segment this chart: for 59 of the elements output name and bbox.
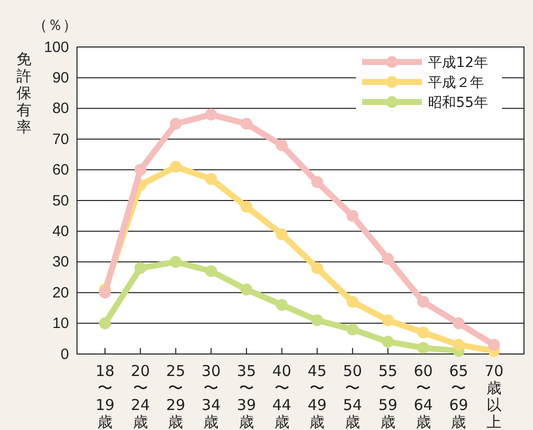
point <box>382 252 394 265</box>
y-tick-label: 20 <box>52 284 69 302</box>
point <box>311 176 324 188</box>
point <box>134 262 146 274</box>
x-tick-label: 65〜69歳 <box>449 362 468 430</box>
y-tick-label: 100 <box>44 38 69 56</box>
x-tick-label: 25〜29歳 <box>166 362 186 430</box>
point <box>170 118 182 130</box>
point <box>240 118 252 130</box>
point <box>417 342 430 354</box>
point <box>170 160 182 173</box>
y-tick-label: 0 <box>60 346 69 363</box>
y-tick-label: 60 <box>52 162 69 179</box>
x-tick-label: 20〜24歳 <box>130 362 150 430</box>
point <box>276 139 288 152</box>
x-tick-label: 60〜64歳 <box>414 362 433 430</box>
x-tick-label: 50〜54歳 <box>343 362 362 430</box>
y-tick-label: 30 <box>52 254 69 271</box>
x-tick-label: 70歳以上 <box>484 362 504 430</box>
x-tick-label: 55〜59歳 <box>378 362 398 430</box>
y-tick-label: 50 <box>52 192 69 210</box>
legend-label: 平成12年 <box>428 55 488 71</box>
point <box>276 298 288 311</box>
x-tick-label: 30〜34歳 <box>202 362 221 430</box>
point <box>276 228 288 240</box>
point <box>382 314 394 326</box>
text: （％） <box>32 16 78 34</box>
legend-label: 平成２年 <box>428 75 484 91</box>
point <box>452 338 465 351</box>
y-tick-label: 90 <box>52 70 69 86</box>
x-tick-label: 18〜19歳 <box>95 362 115 430</box>
point <box>205 173 218 185</box>
point <box>99 317 111 330</box>
point <box>240 284 252 296</box>
point <box>311 262 324 274</box>
point <box>240 200 252 213</box>
point <box>99 286 111 299</box>
point <box>346 324 358 336</box>
point <box>205 108 218 120</box>
legend-label: 昭和55年 <box>428 95 488 111</box>
x-tick-label: 35〜39歳 <box>236 362 256 430</box>
point <box>170 256 182 268</box>
point <box>346 296 358 308</box>
y-tick-label: 70 <box>52 130 69 148</box>
point <box>205 265 218 278</box>
point <box>417 296 430 308</box>
point <box>488 338 500 351</box>
y-tick-label: 80 <box>52 100 69 118</box>
y-tick-label: 10 <box>52 315 69 332</box>
point <box>452 317 465 330</box>
point <box>382 336 394 348</box>
point <box>346 210 358 222</box>
y-axis-title: 免許保有率 <box>16 50 32 136</box>
point <box>311 314 324 326</box>
x-tick-label: 45〜49歳 <box>308 362 327 430</box>
y-tick-label: 40 <box>52 223 69 240</box>
point <box>134 164 146 176</box>
point <box>417 326 430 338</box>
x-tick-label: 40〜44歳 <box>272 362 292 430</box>
